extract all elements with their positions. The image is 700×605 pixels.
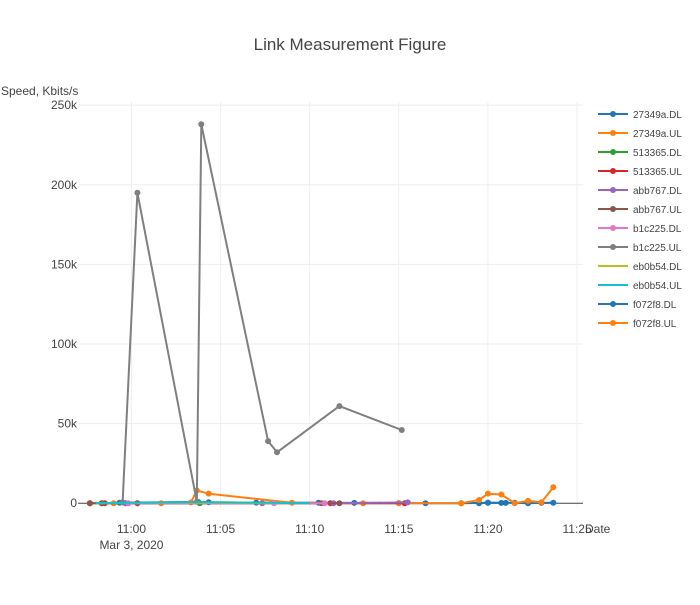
legend-swatch-marker [610,206,616,212]
legend-item[interactable]: eb0b54.DL [598,262,682,273]
legend-label: eb0b54.UL [633,281,682,292]
series-line [95,501,310,505]
legend-label: f072f8.DL [633,300,677,311]
series-b1c225.UL [119,121,405,506]
data-point [321,500,328,507]
y-tick-label: 150k [51,257,78,271]
series-eb0b54.UL [95,501,310,505]
x-axis-label: Date [585,522,611,536]
data-point [205,490,212,497]
x-tick-label: 11:15 [384,522,413,536]
data-point [274,449,281,456]
data-point [336,500,343,507]
legend-swatch-marker [610,130,616,136]
legend-swatch-marker [610,111,616,117]
y-tick-label: 200k [51,178,78,192]
legend-item[interactable]: 27349a.DL [598,110,682,121]
data-point [336,403,343,410]
data-point [265,438,272,445]
legend-item[interactable]: eb0b54.UL [598,281,682,292]
legend-item[interactable]: f072f8.DL [598,300,677,311]
x-date-label: Mar 3, 2020 [99,538,163,552]
y-tick-label: 250k [51,98,78,112]
data-point [134,189,141,196]
y-tick-label: 0 [70,496,77,510]
data-point [498,499,505,506]
plot-series [86,121,557,507]
data-point [550,499,557,506]
legend-item[interactable]: abb767.DL [598,186,682,197]
legend-label: 513365.UL [633,167,682,178]
x-tick-label: 11:00 [117,522,146,536]
data-point [86,500,93,507]
legend[interactable]: 27349a.DL 27349a.UL 513365.DL 513365.UL abb7… [598,110,682,330]
data-point [538,499,545,506]
data-point [498,491,505,498]
x-tick-label: 11:20 [473,522,502,536]
legend-swatch-marker [610,149,616,155]
data-point [476,497,483,504]
legend-label: b1c225.DL [633,224,682,235]
legend-item[interactable]: 513365.DL [598,148,682,159]
y-tick-label: 100k [51,337,78,351]
legend-label: 27349a.UL [633,129,682,140]
x-tick-label: 11:05 [206,522,235,536]
chart-title: Link Measurement Figure [254,35,447,54]
data-point [458,500,465,507]
legend-swatch-marker [610,225,616,231]
legend-item[interactable]: 513365.UL [598,167,682,178]
x-tick-label: 11:10 [295,522,324,536]
legend-label: 513365.DL [633,148,682,159]
series-f072f8.UL [458,484,557,507]
legend-label: eb0b54.DL [633,262,682,273]
data-point [484,499,491,506]
legend-label: 27349a.DL [633,110,682,121]
data-point [511,500,518,507]
legend-item[interactable]: abb767.UL [598,205,682,216]
legend-swatch-marker [610,320,616,326]
data-point [525,497,532,504]
data-point [550,484,557,491]
legend-swatch-marker [610,187,616,193]
legend-label: abb767.UL [633,205,682,216]
legend-label: abb767.DL [633,186,682,197]
legend-item[interactable]: b1c225.UL [598,243,682,254]
x-tick-label: 11:25 [562,522,591,536]
y-axis-label: Speed, Kbits/s [1,84,78,98]
legend-item[interactable]: f072f8.UL [598,319,677,330]
legend-label: f072f8.UL [633,319,677,330]
data-point [404,499,411,506]
legend-swatch-marker [610,301,616,307]
data-point [398,426,405,433]
legend-item[interactable]: 27349a.UL [598,129,682,140]
series-line [121,123,403,503]
y-tick-label: 50k [58,417,78,431]
data-point [484,490,491,497]
legend-swatch-marker [610,244,616,250]
legend-label: b1c225.UL [633,243,682,254]
data-point [198,121,205,128]
grid-lines [78,102,583,508]
legend-item[interactable]: b1c225.DL [598,224,682,235]
legend-swatch-marker [610,168,616,174]
